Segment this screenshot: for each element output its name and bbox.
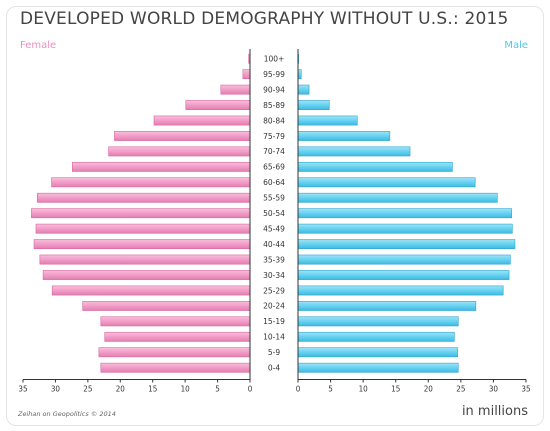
female-bar-5-9	[98, 347, 251, 358]
age-label-85-89: 85-89	[263, 101, 285, 110]
age-label-75-79: 75-79	[263, 132, 285, 141]
male-tick-label-25: 25	[456, 384, 465, 393]
age-label-60-64: 60-64	[263, 178, 285, 187]
female-tick-label-5: 5	[215, 384, 220, 393]
age-label-35-39: 35-39	[263, 255, 285, 264]
age-label-30-34: 30-34	[263, 271, 285, 280]
male-bar-75-79	[297, 131, 391, 141]
age-label-15-19: 15-19	[263, 317, 285, 326]
female-bar-35-39	[39, 254, 251, 265]
male-bar-5-9	[297, 347, 458, 358]
age-label-10-14: 10-14	[263, 333, 285, 342]
male-bar-25-29	[297, 285, 504, 296]
female-bar-65-69	[71, 161, 251, 172]
female-label: Female	[20, 40, 57, 51]
female-bar-45-49	[35, 223, 251, 234]
male-bar-20-24	[297, 301, 477, 311]
female-bar-60-64	[51, 177, 251, 188]
age-label-80-84: 80-84	[263, 116, 285, 125]
male-tick-label-20: 20	[424, 384, 434, 393]
male-label: Male	[504, 40, 528, 51]
male-tick-label-5: 5	[328, 384, 333, 393]
age-label-55-59: 55-59	[263, 194, 285, 203]
male-tick-label-10: 10	[359, 384, 369, 393]
male-tick-label-0: 0	[296, 384, 301, 393]
female-bar-10-14	[104, 331, 251, 342]
male-bar-0-4	[297, 362, 459, 373]
female-bar-15-19	[100, 316, 251, 327]
male-tick-label-15: 15	[391, 384, 400, 393]
age-label-65-69: 65-69	[263, 163, 285, 172]
age-label-95-99: 95-99	[263, 70, 285, 79]
male-bar-35-39	[297, 254, 511, 265]
male-bar-90-94	[297, 84, 310, 95]
chart-title: DEVELOPED WORLD DEMOGRAPHY WITHOUT U.S.:…	[20, 9, 509, 29]
female-bar-95-99	[242, 69, 251, 80]
female-tick-label-0: 0	[248, 384, 253, 393]
male-bar-80-84	[297, 115, 358, 126]
age-label-45-49: 45-49	[263, 224, 285, 233]
male-tick-label-30: 30	[489, 384, 499, 393]
female-bar-90-94	[220, 84, 251, 95]
age-label-100+: 100+	[264, 55, 285, 64]
male-bar-10-14	[297, 331, 455, 342]
female-bar-50-54	[31, 208, 251, 219]
age-label-40-44: 40-44	[263, 240, 285, 249]
female-bar-30-34	[42, 270, 251, 280]
age-label-90-94: 90-94	[263, 85, 285, 94]
female-bar-75-79	[114, 131, 251, 141]
age-label-5-9: 5-9	[268, 348, 280, 357]
female-bar-20-24	[82, 301, 251, 311]
male-bar-60-64	[297, 177, 476, 188]
age-label-25-29: 25-29	[263, 286, 285, 295]
age-label-70-74: 70-74	[263, 147, 285, 156]
male-bar-50-54	[297, 208, 512, 219]
female-tick-label-25: 25	[83, 384, 92, 393]
male-bar-65-69	[297, 161, 453, 172]
female-tick-label-30: 30	[51, 384, 61, 393]
units-label: in millions	[461, 404, 528, 419]
female-bar-25-29	[51, 285, 251, 296]
female-tick-label-15: 15	[148, 384, 157, 393]
male-bar-45-49	[297, 223, 513, 234]
male-tick-label-35: 35	[521, 384, 530, 393]
credit-text: Zeihan on Geopolitics © 2014	[18, 410, 116, 418]
female-bar-80-84	[153, 115, 251, 126]
male-bar-55-59	[297, 192, 498, 203]
male-bar-70-74	[297, 146, 411, 157]
male-bar-15-19	[297, 316, 459, 327]
age-label-50-54: 50-54	[263, 209, 285, 218]
female-bar-40-44	[33, 239, 251, 250]
female-tick-label-35: 35	[18, 384, 27, 393]
male-bar-30-34	[297, 270, 510, 280]
male-bar-85-89	[297, 100, 330, 110]
male-bar-40-44	[297, 239, 516, 250]
female-tick-label-20: 20	[116, 384, 126, 393]
age-label-0-4: 0-4	[268, 364, 280, 373]
female-bar-70-74	[108, 146, 251, 157]
female-bar-85-89	[185, 100, 251, 110]
female-bar-0-4	[100, 362, 251, 373]
female-tick-label-10: 10	[181, 384, 191, 393]
age-label-20-24: 20-24	[263, 302, 285, 311]
female-bar-55-59	[36, 192, 251, 203]
